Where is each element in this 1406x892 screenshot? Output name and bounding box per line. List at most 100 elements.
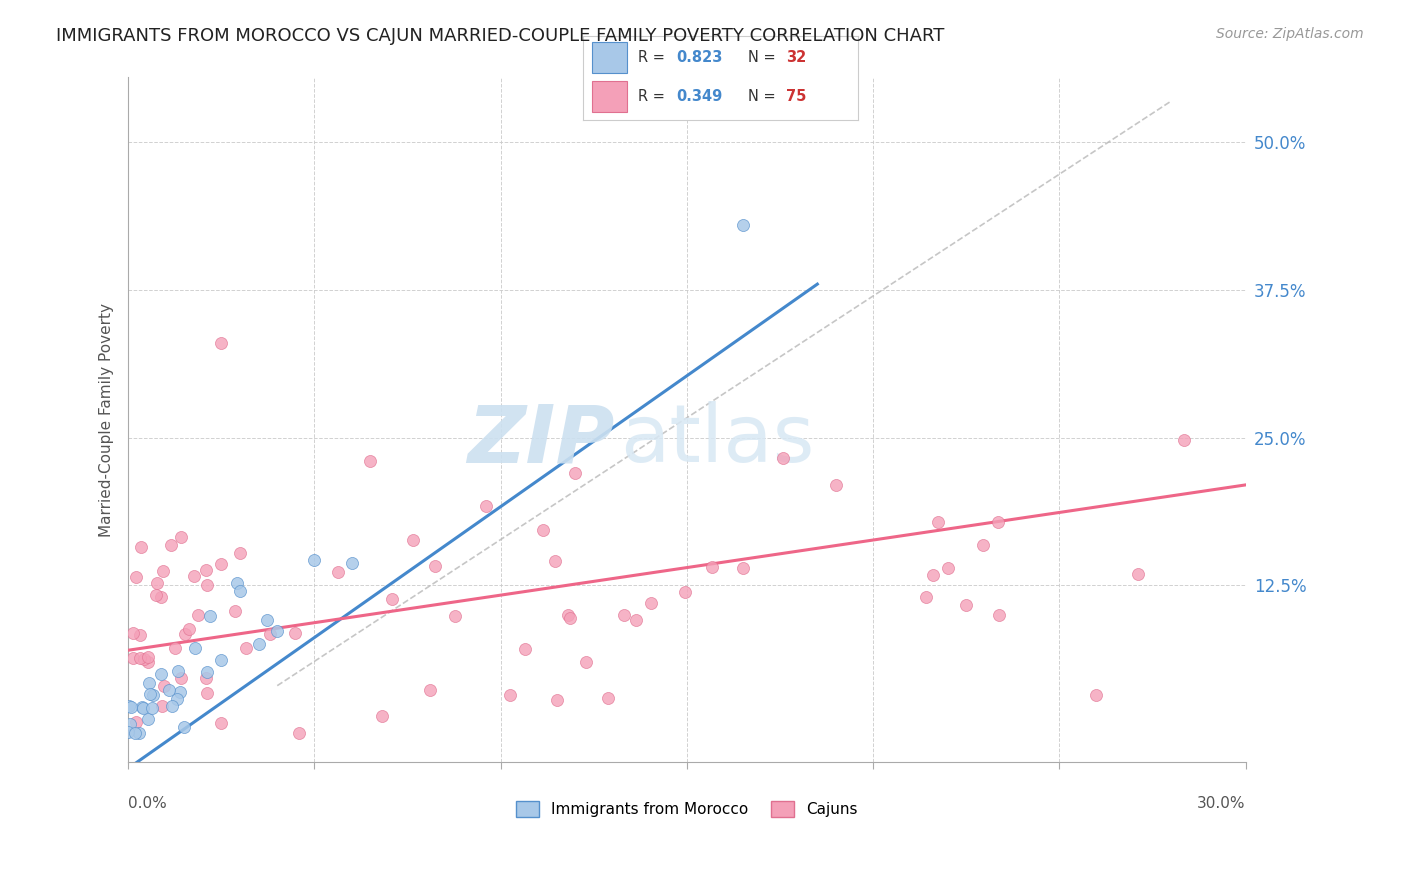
Point — [195, 578, 218, 592]
Point — [170, 671, 193, 685]
Point — [328, 565, 350, 579]
Point — [136, 650, 159, 665]
Point — [163, 640, 186, 655]
Point — [150, 699, 173, 714]
Point — [557, 608, 579, 623]
Point — [124, 726, 146, 740]
Point — [475, 499, 498, 513]
Point — [194, 671, 217, 685]
Point — [229, 583, 252, 598]
Point — [122, 651, 145, 665]
Point — [673, 585, 696, 599]
Point — [731, 218, 754, 232]
Point — [179, 622, 201, 636]
Point — [166, 692, 188, 706]
Point — [531, 524, 554, 538]
Point — [972, 538, 994, 552]
Point — [183, 569, 205, 583]
Point — [152, 564, 174, 578]
Point — [226, 575, 249, 590]
Point — [129, 651, 152, 665]
Point — [640, 595, 662, 609]
Point — [731, 560, 754, 574]
Point — [624, 613, 647, 627]
Point — [443, 609, 465, 624]
Point — [160, 698, 183, 713]
Point — [235, 640, 257, 655]
Point — [256, 613, 278, 627]
Point — [159, 537, 181, 551]
Point — [138, 676, 160, 690]
Point — [936, 560, 959, 574]
Text: atlas: atlas — [620, 401, 814, 480]
Point — [224, 604, 246, 618]
Point — [198, 609, 221, 624]
Point — [284, 626, 307, 640]
Point — [402, 533, 425, 547]
Point — [423, 559, 446, 574]
Point — [564, 466, 586, 480]
Point — [195, 665, 218, 680]
Point — [169, 684, 191, 698]
Point — [142, 688, 165, 702]
Point — [922, 568, 945, 582]
Point — [184, 640, 207, 655]
Point — [118, 717, 141, 731]
Point — [1126, 567, 1149, 582]
Text: R =: R = — [638, 89, 669, 104]
Point — [209, 653, 232, 667]
Point — [118, 699, 141, 714]
Point — [359, 454, 381, 468]
Point — [955, 598, 977, 612]
Point — [371, 708, 394, 723]
Point — [1173, 433, 1195, 447]
Point — [1084, 688, 1107, 702]
Point — [195, 686, 218, 700]
Point — [259, 627, 281, 641]
Point — [124, 570, 146, 584]
Point — [288, 726, 311, 740]
Text: 0.823: 0.823 — [676, 50, 723, 65]
Point — [247, 637, 270, 651]
Point — [141, 700, 163, 714]
Text: 32: 32 — [786, 50, 807, 65]
Point — [117, 724, 139, 739]
Point — [150, 666, 173, 681]
Point — [187, 607, 209, 622]
Text: 75: 75 — [786, 89, 807, 104]
Point — [194, 563, 217, 577]
Point — [772, 451, 794, 466]
Point — [174, 627, 197, 641]
Point — [170, 530, 193, 544]
Y-axis label: Married-Couple Family Poverty: Married-Couple Family Poverty — [100, 303, 114, 537]
Point — [120, 700, 142, 714]
Point — [700, 560, 723, 574]
Point — [544, 554, 567, 568]
Point — [381, 591, 404, 606]
Point — [131, 700, 153, 714]
Point — [129, 628, 152, 642]
Text: ZIP: ZIP — [467, 401, 614, 480]
Text: N =: N = — [748, 89, 780, 104]
Text: 0.0%: 0.0% — [128, 796, 167, 811]
Point — [139, 687, 162, 701]
Point — [157, 682, 180, 697]
Point — [560, 611, 582, 625]
Text: N =: N = — [748, 50, 780, 65]
Legend: Immigrants from Morocco, Cajuns: Immigrants from Morocco, Cajuns — [510, 795, 865, 823]
Text: 30.0%: 30.0% — [1197, 796, 1246, 811]
Point — [129, 540, 152, 554]
Point — [304, 553, 326, 567]
Point — [513, 642, 536, 657]
Point — [209, 336, 232, 351]
Point — [915, 590, 938, 604]
Point — [987, 608, 1010, 623]
Point — [825, 478, 848, 492]
Point — [173, 720, 195, 734]
Point — [145, 576, 167, 591]
Bar — [592, 43, 627, 73]
Point — [145, 588, 167, 602]
Point — [987, 515, 1010, 529]
Point — [209, 558, 232, 572]
Point — [122, 626, 145, 640]
